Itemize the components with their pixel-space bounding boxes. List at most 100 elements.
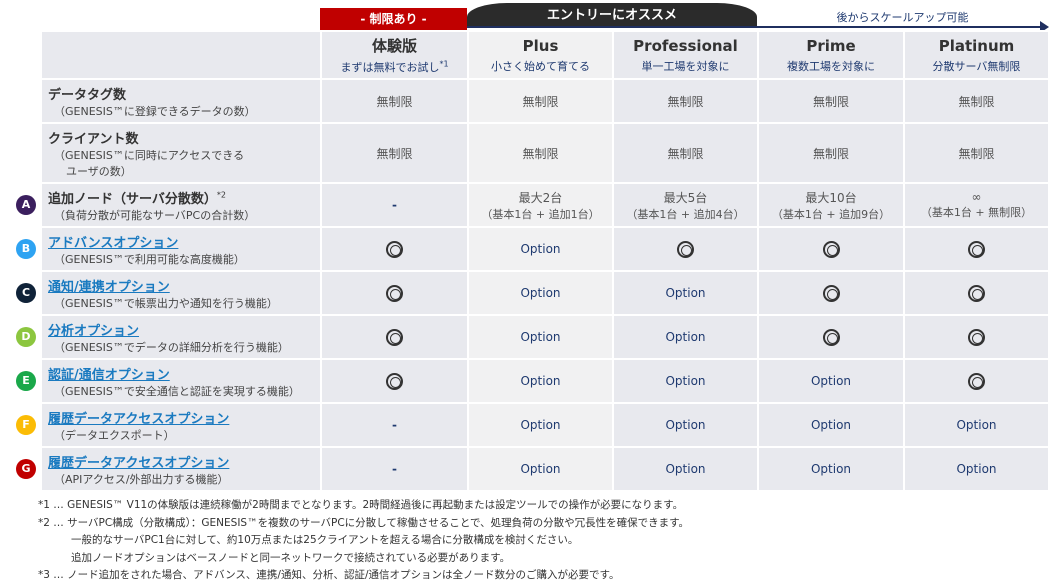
plan-header: Prime 複数工場を対象に — [757, 30, 905, 80]
feature-desc: （GENESIS™に登録できるデータの数） — [54, 104, 256, 118]
plan-cell: 最大10台 （基本1台 + 追加9台） — [757, 182, 905, 228]
footnote-ref: *2 — [216, 190, 226, 200]
option-text: Option — [956, 462, 997, 476]
plan-name: Professional — [633, 36, 738, 55]
plan-header: Professional 単一工場を対象に — [612, 30, 759, 80]
plan-tagline-text: 小さく始めて育てる — [491, 59, 590, 73]
cell-value: 無制限 — [812, 146, 849, 161]
plan-cell: 最大5台 （基本1台 + 追加4台） — [612, 182, 759, 228]
plan-tagline-text: 単一工場を対象に — [641, 59, 730, 73]
plan-cell: ∞ （基本1台 + 無制限） — [903, 182, 1050, 228]
feature-title: クライアント数 — [48, 128, 320, 147]
cell-value: 無制限 — [522, 94, 559, 109]
plan-cell — [903, 226, 1050, 272]
plan-cell: Option — [612, 402, 759, 448]
footnote-2-line-3: 追加ノードオプションはベースノードと同一ネットワークで接続されている必要がありま… — [71, 551, 511, 564]
feature-link[interactable]: アドバンスオプション — [48, 232, 320, 251]
feature-title-text: アドバンスオプション — [48, 235, 179, 251]
feature-title-text: データタグ数 — [48, 87, 127, 103]
feature-label: A 追加ノード（サーバ分散数）*2 （負荷分散が可能なサーバPCの合計数） — [16, 182, 322, 228]
table-row: B アドバンスオプション （GENESIS™で利用可能な高度機能） Option — [16, 226, 1050, 272]
double-circle-icon — [968, 328, 985, 346]
badge-e: E — [16, 371, 36, 391]
badge-c: C — [16, 283, 36, 303]
option-text: Option — [956, 418, 997, 432]
cell-value: 無制限 — [812, 94, 849, 109]
cell-value: 無制限 — [667, 146, 704, 161]
plan-cell — [757, 270, 905, 316]
plan-tagline: 複数工場を対象に — [759, 58, 903, 74]
feature-label: F 履歴データアクセスオプション （データエクスポート） — [16, 402, 322, 448]
feature-title-text: 認証/通信オプション — [48, 367, 170, 383]
feature-desc: （GENESIS™で安全通信と認証を実現する機能） — [54, 384, 300, 398]
arrow-right-icon — [1040, 21, 1049, 33]
feature-link[interactable]: 分析オプション — [48, 320, 320, 339]
feature-link[interactable]: 履歴データアクセスオプション — [48, 452, 320, 471]
plan-name: Prime — [806, 36, 856, 55]
option-text: Option — [810, 418, 852, 432]
plan-cell: 無制限 — [757, 78, 905, 124]
plan-cell: Option — [757, 446, 905, 492]
cell-detail: （基本1台 + 追加9台） — [771, 207, 891, 221]
plan-cell: - — [320, 402, 469, 448]
cell-value: 最大10台 — [805, 190, 857, 205]
feature-link[interactable]: 認証/通信オプション — [48, 364, 320, 383]
plan-cell: Option — [612, 314, 759, 360]
plan-cell: Option — [612, 446, 759, 492]
table-row: クライアント数 （GENESIS™に同時にアクセスできるユーザの数） 無制限 無制限 無… — [40, 122, 1050, 184]
feature-label: G 履歴データアクセスオプション （APIアクセス/外部出力する機能） — [16, 446, 322, 492]
plan-cell: Option — [757, 358, 905, 404]
double-circle-icon — [677, 240, 694, 258]
option-text: Option — [810, 374, 852, 388]
feature-title-text: 履歴データアクセスオプション — [48, 455, 230, 471]
option-text: Option — [520, 418, 561, 432]
feature-desc: （GENESIS™に同時にアクセスできる — [54, 148, 245, 162]
plan-cell: - — [320, 446, 469, 492]
footnote-3: *3 … ノード追加をされた場合、アドバンス、連携/通知、分析、認証/通信オプシ… — [38, 569, 620, 581]
feature-title-text: クライアント数 — [48, 131, 139, 147]
feature-label: データタグ数 （GENESIS™に登録できるデータの数） — [40, 78, 322, 124]
plan-name: Plus — [522, 36, 559, 55]
feature-desc-2: ユーザの数） — [66, 164, 132, 178]
table-row: A 追加ノード（サーバ分散数）*2 （負荷分散が可能なサーバPCの合計数） - 最大2台… — [16, 182, 1050, 228]
plan-cell: Option — [467, 446, 614, 492]
plan-tagline-text: 分散サーバ無制限 — [932, 59, 1021, 73]
plan-cell — [903, 270, 1050, 316]
cell-value: 無制限 — [958, 94, 995, 109]
option-text: Option — [520, 462, 561, 476]
option-text: Option — [665, 286, 706, 300]
feature-desc: （GENESIS™で帳票出力や通知を行う機能） — [54, 296, 278, 310]
cell-value: 無制限 — [376, 146, 413, 161]
plan-cell: Option — [467, 314, 614, 360]
cell-value: 最大2台 — [518, 190, 563, 205]
footnotes: *1 … GENESIS™ V11の体験版は連続稼働が2時間までとなります。2時… — [38, 497, 689, 585]
badge-g: G — [16, 459, 36, 479]
plan-header: Platinum 分散サーバ無制限 — [903, 30, 1050, 80]
footnote-2-line-2: 一般的なサーバPC1台に対して、約10万点または25クライアントを超える場合に分… — [71, 534, 579, 546]
plan-tagline: 小さく始めて育てる — [469, 58, 612, 74]
cell-value: 無制限 — [522, 146, 559, 161]
option-text: Option — [665, 462, 706, 476]
table-row: F 履歴データアクセスオプション （データエクスポート） - Option Option O… — [16, 402, 1050, 448]
option-text: Option — [665, 330, 706, 344]
double-circle-icon — [386, 284, 403, 302]
feature-desc: （APIアクセス/外部出力する機能） — [54, 472, 229, 486]
plan-cell: 無制限 — [757, 122, 905, 184]
double-circle-icon — [386, 328, 403, 346]
plan-cell — [903, 314, 1050, 360]
feature-title-text: 分析オプション — [48, 323, 140, 339]
table-row: D 分析オプション （GENESIS™でデータの詳細分析を行う機能） Option Op… — [16, 314, 1050, 360]
feature-link[interactable]: 履歴データアクセスオプション — [48, 408, 320, 427]
not-available: - — [392, 418, 397, 432]
plan-tagline-text: 複数工場を対象に — [787, 59, 875, 73]
footnote-ref: *1 — [439, 59, 449, 69]
feature-link[interactable]: 通知/連携オプション — [48, 276, 320, 295]
plan-cell: Option — [467, 402, 614, 448]
plan-cell — [320, 314, 469, 360]
footnote-2: *2 … サーバPC構成（分散構成）：GENESIS™を複数のサーバPCに分散し… — [38, 516, 690, 529]
feature-title-text: 通知/連携オプション — [48, 279, 170, 295]
option-text: Option — [665, 418, 706, 432]
double-circle-icon — [386, 372, 403, 390]
plan-cell: 無制限 — [903, 78, 1050, 124]
plan-cell: Option — [903, 402, 1050, 448]
